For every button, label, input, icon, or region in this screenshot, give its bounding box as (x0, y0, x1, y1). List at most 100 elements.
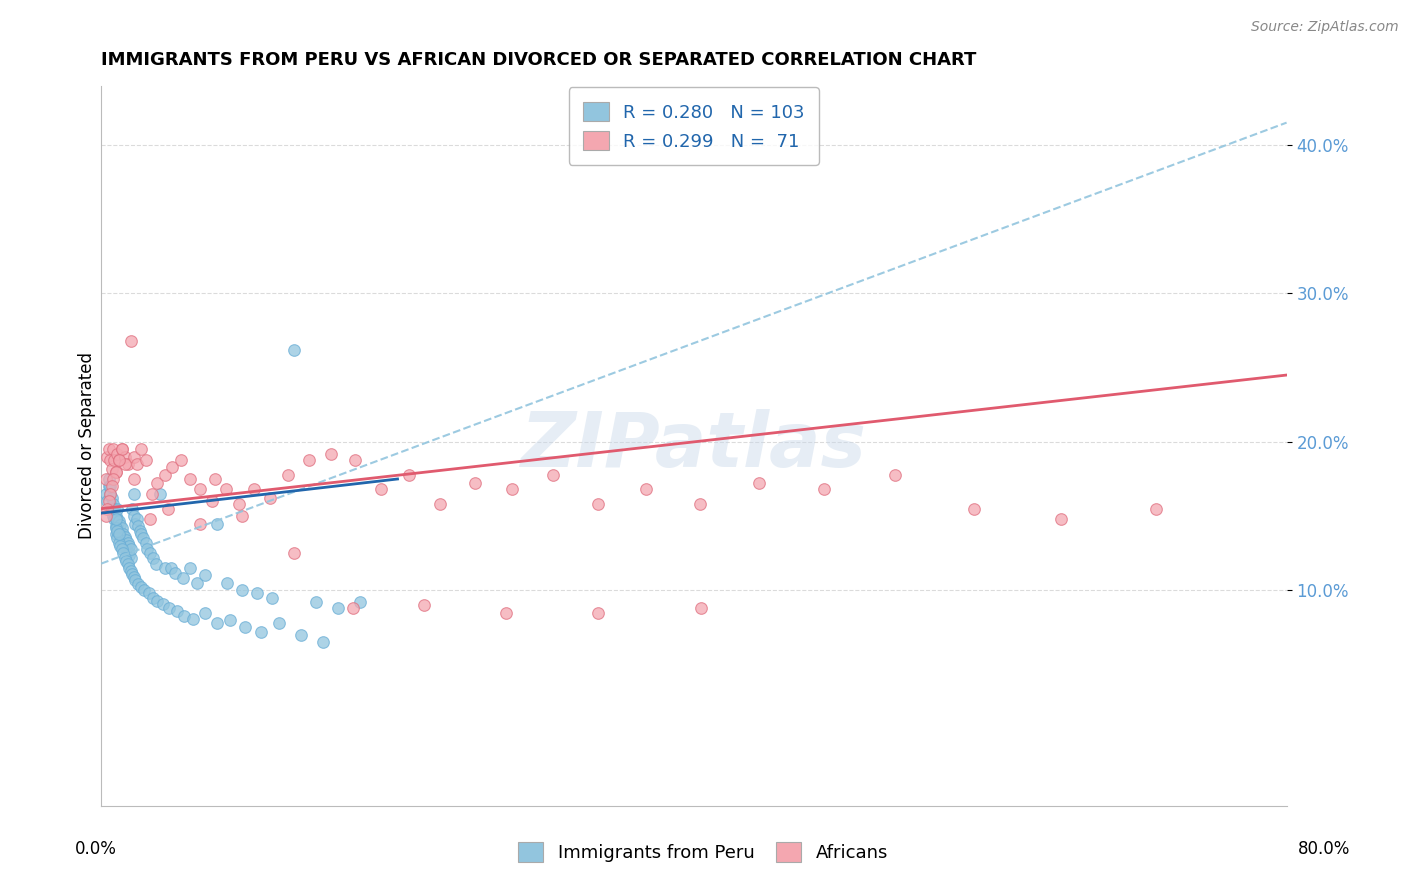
Point (107, 532, 129, 546)
Point (228, 497, 250, 511)
Point (370, 483, 392, 497)
Point (501, 483, 523, 497)
Point (110, 539, 132, 553)
Point (186, 575, 208, 590)
Point (127, 577, 149, 591)
Point (101, 442, 124, 457)
Point (128, 524, 150, 538)
Point (134, 583, 156, 598)
Point (135, 452, 157, 467)
Point (107, 447, 129, 461)
Point (125, 512, 148, 526)
Point (217, 575, 239, 590)
Point (117, 457, 139, 471)
Point (290, 628, 312, 642)
Point (149, 487, 172, 501)
Point (114, 457, 136, 471)
Point (541, 467, 564, 482)
Point (103, 501, 125, 516)
Point (586, 497, 609, 511)
Point (96, 450, 118, 464)
Point (103, 512, 125, 526)
Point (104, 512, 127, 526)
Point (121, 501, 143, 516)
Point (122, 472, 145, 486)
Point (94, 487, 117, 501)
Point (129, 580, 152, 594)
Legend: R = 0.280   N = 103, R = 0.299   N =  71: R = 0.280 N = 103, R = 0.299 N = 71 (569, 87, 818, 165)
Point (138, 586, 160, 600)
Point (107, 512, 129, 526)
Point (127, 519, 149, 533)
Point (100, 491, 122, 506)
Point (231, 509, 253, 524)
Point (231, 583, 253, 598)
Point (107, 501, 129, 516)
Point (312, 635, 335, 649)
Point (690, 601, 713, 615)
Point (112, 527, 135, 541)
Point (98, 487, 121, 501)
Point (94, 509, 117, 524)
Point (98, 479, 121, 493)
Point (963, 501, 986, 516)
Point (122, 450, 145, 464)
Point (283, 546, 305, 560)
Point (170, 452, 193, 467)
Point (97, 472, 120, 486)
Point (267, 615, 290, 630)
Point (748, 476, 770, 491)
Point (328, 601, 350, 615)
Point (157, 601, 180, 615)
Y-axis label: Divorced or Separated: Divorced or Separated (79, 352, 96, 539)
Point (349, 595, 371, 609)
Point (104, 519, 127, 533)
Point (165, 566, 187, 580)
Point (141, 487, 163, 501)
Point (107, 521, 129, 535)
Point (117, 545, 139, 559)
Point (120, 550, 142, 565)
Text: IMMIGRANTS FROM PERU VS AFRICAN DIVORCED OR SEPARATED CORRELATION CHART: IMMIGRANTS FROM PERU VS AFRICAN DIVORCED… (101, 51, 977, 69)
Point (104, 527, 127, 541)
Point (136, 541, 159, 556)
Point (115, 533, 138, 547)
Point (1050, 512, 1073, 526)
Point (114, 550, 136, 565)
Legend: Immigrants from Peru, Africans: Immigrants from Peru, Africans (510, 835, 896, 870)
Point (129, 527, 152, 541)
Point (108, 514, 131, 528)
Point (246, 586, 269, 600)
Point (118, 548, 141, 562)
Point (495, 606, 517, 620)
Point (118, 539, 141, 553)
Point (108, 524, 131, 538)
Point (243, 483, 266, 497)
Point (117, 557, 139, 571)
Point (111, 532, 134, 546)
Point (96, 501, 118, 516)
Point (205, 516, 228, 531)
Point (124, 573, 146, 587)
Point (97, 442, 120, 457)
Text: Source: ZipAtlas.com: Source: ZipAtlas.com (1251, 20, 1399, 34)
Point (139, 512, 162, 526)
Point (115, 554, 138, 568)
Point (219, 613, 242, 627)
Point (117, 536, 139, 550)
Point (98, 487, 121, 501)
Point (146, 593, 169, 607)
Point (125, 457, 148, 471)
Point (156, 501, 179, 516)
Point (181, 611, 204, 625)
Point (97, 494, 120, 508)
Point (146, 476, 169, 491)
Point (343, 452, 366, 467)
Point (118, 561, 141, 575)
Point (129, 442, 152, 457)
Point (283, 343, 305, 357)
Point (173, 608, 195, 623)
Point (884, 467, 907, 482)
Point (277, 467, 299, 482)
Point (250, 624, 273, 639)
